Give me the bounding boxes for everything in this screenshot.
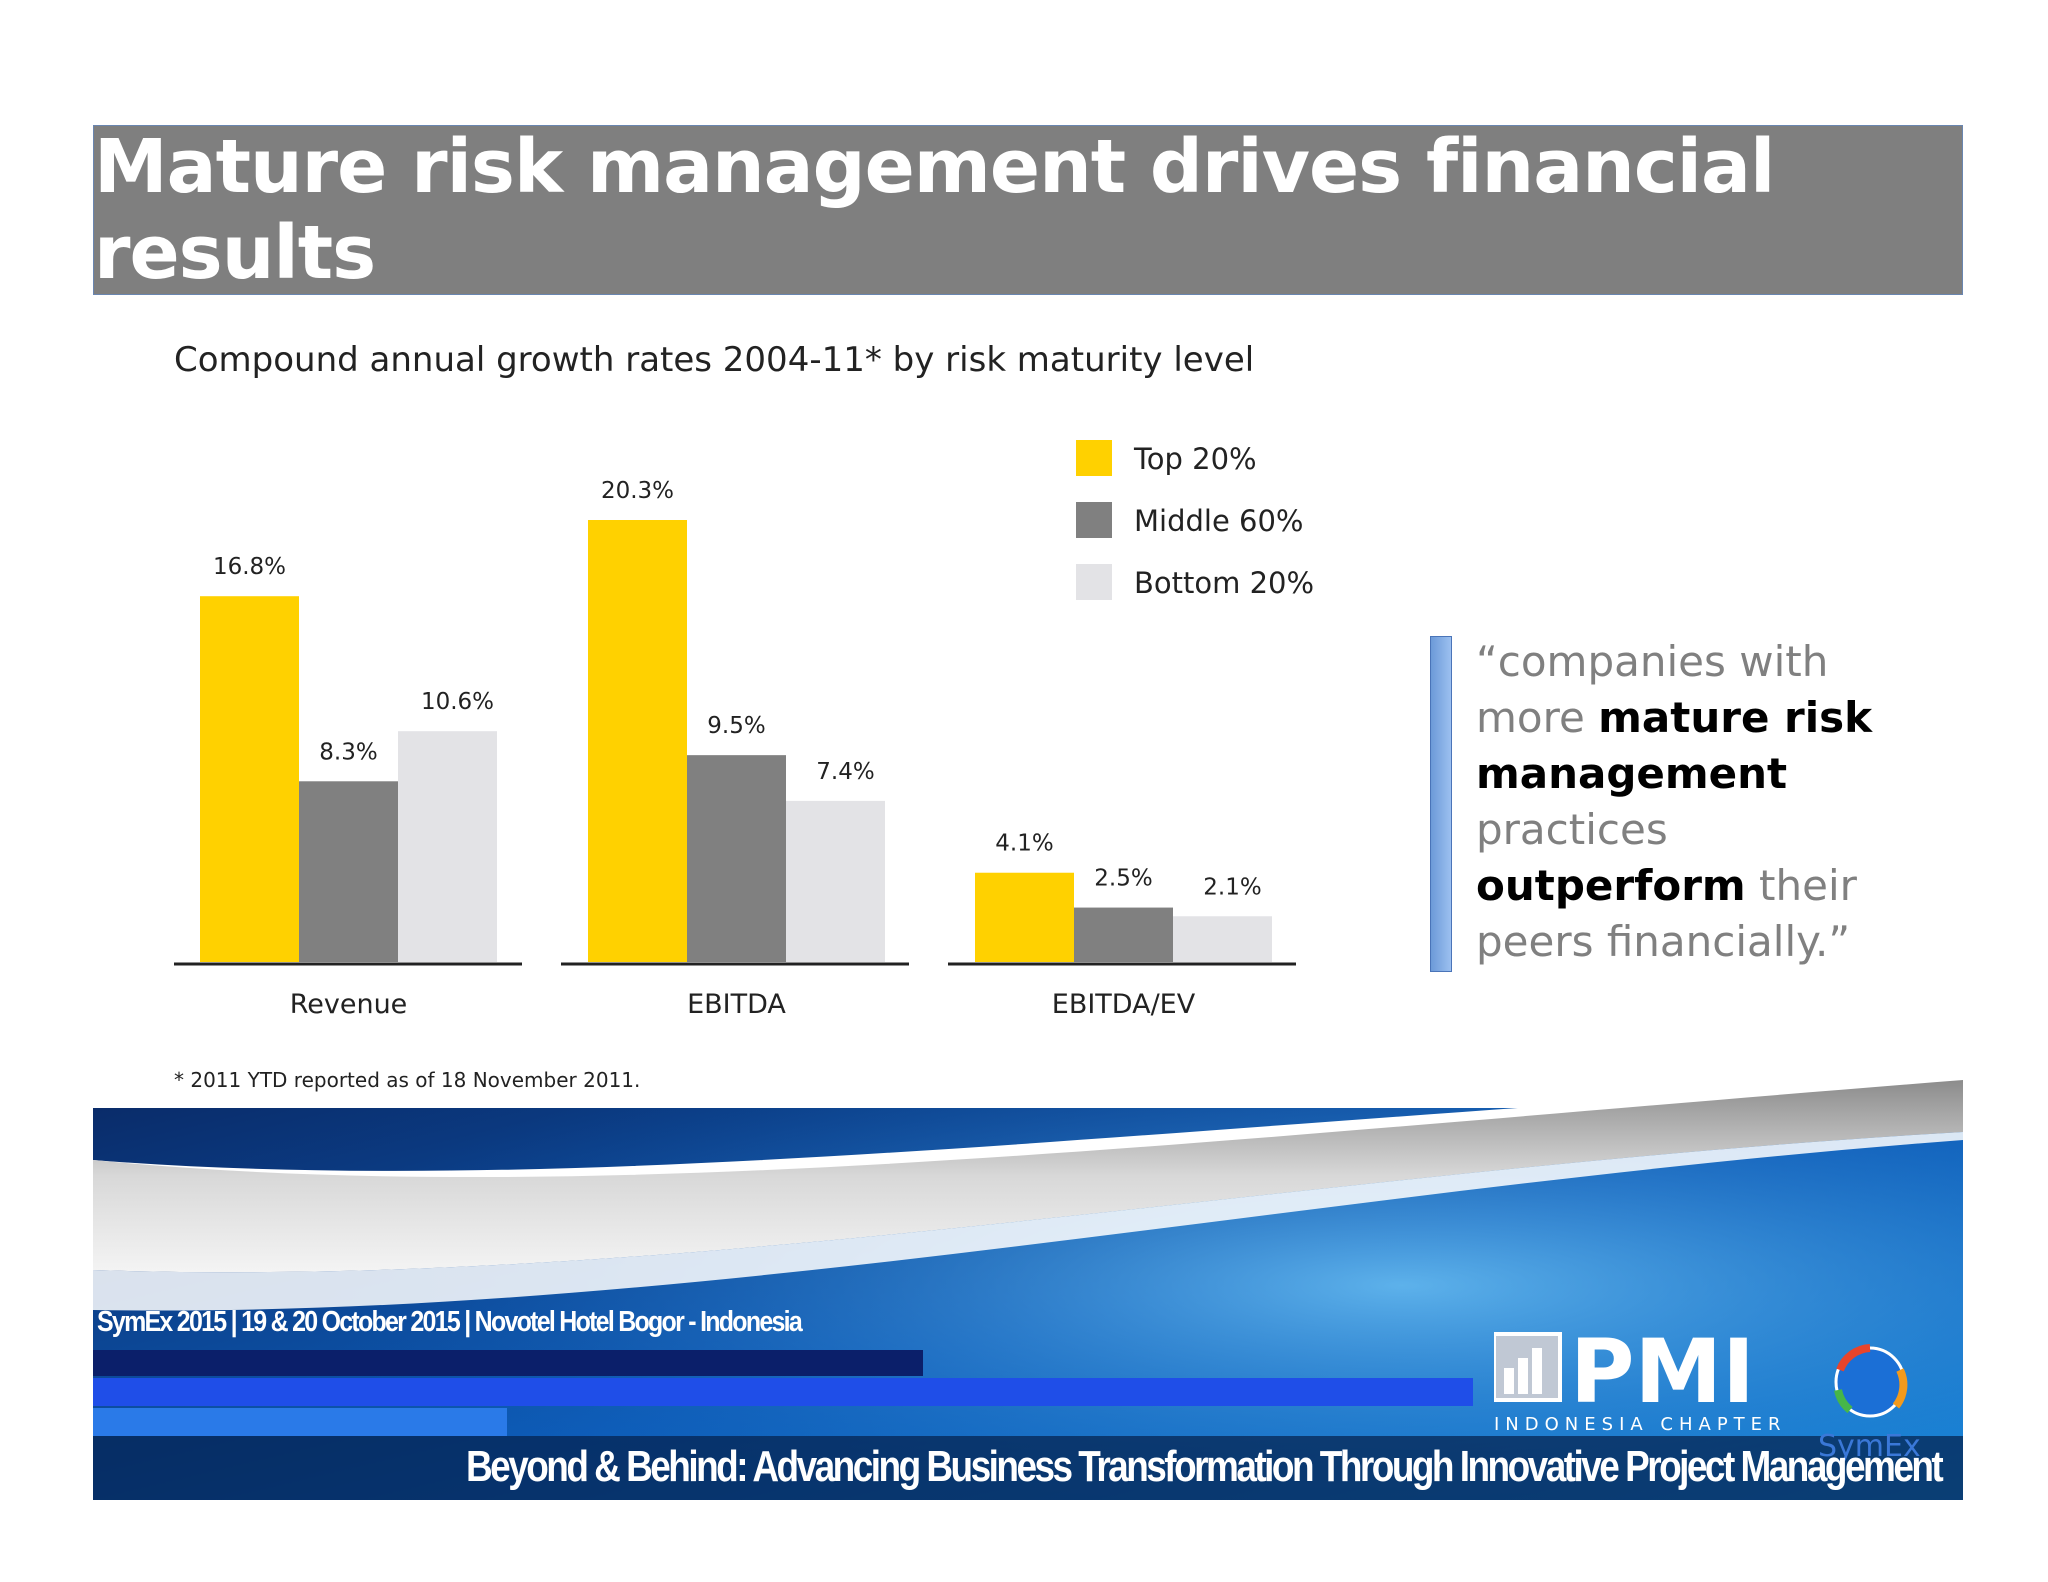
pmi-logo: PMI <box>1494 1328 1755 1408</box>
legend-swatch <box>1076 440 1112 476</box>
quote-part-1: “companies with more <box>1476 637 1829 742</box>
data-label: 4.1% <box>995 831 1053 857</box>
quote-bold-1: mature risk management <box>1476 693 1873 798</box>
category-label: EBITDA <box>687 989 786 1020</box>
symex-logo-text: SymEx <box>1818 1429 1921 1464</box>
legend-label: Middle 60% <box>1134 504 1303 538</box>
data-label: 9.5% <box>707 713 765 739</box>
quote-bold-2: outperform <box>1476 861 1746 910</box>
bar <box>1173 916 1272 962</box>
quote-part-2: practices <box>1476 805 1668 854</box>
data-label: 16.8% <box>213 554 286 580</box>
data-label: 20.3% <box>601 478 674 504</box>
chart-subtitle: Compound annual growth rates 2004-11* by… <box>174 340 1255 380</box>
quote-text: “companies with more mature risk managem… <box>1476 634 1916 970</box>
bar <box>1074 907 1173 962</box>
footer-bottom-strip <box>93 1436 1963 1500</box>
bar <box>687 755 786 962</box>
data-label: 10.6% <box>421 689 494 715</box>
bar <box>588 520 687 962</box>
legend-swatch <box>1076 502 1112 538</box>
data-label: 2.1% <box>1203 874 1261 900</box>
quote-accent-bar <box>1430 636 1452 972</box>
footer-blue-strip <box>93 1378 1473 1406</box>
bar-chart: Revenue 16.8% 8.3% 10.6% EBITDA 20.3% 9.5% 7.4%… <box>174 440 1314 1020</box>
data-label: 2.5% <box>1094 866 1152 892</box>
footer-tagline: Beyond & Behind: Advancing Business Tran… <box>466 1442 1944 1491</box>
footer-light-strip <box>93 1408 507 1436</box>
symex-logo: SymEx <box>1818 1344 1921 1464</box>
title-bar: Mature risk management drives financial … <box>93 124 1963 296</box>
event-info: SymEx 2015 | 19 & 20 October 2015 | Novo… <box>97 1306 803 1338</box>
bar <box>398 731 497 962</box>
legend-label: Top 20% <box>1133 442 1257 476</box>
quote-part-3: their peers financially.” <box>1476 861 1857 966</box>
category-label: EBITDA/EV <box>1052 989 1196 1020</box>
legend-swatch <box>1076 564 1112 600</box>
footer-banner <box>93 1060 1963 1500</box>
pmi-logo-text: PMI <box>1570 1328 1755 1408</box>
footer-navy-strip <box>93 1350 923 1376</box>
bar <box>975 872 1074 962</box>
bar <box>299 781 398 962</box>
slide-title: Mature risk management drives financial … <box>94 124 1775 296</box>
data-label: 8.3% <box>319 739 377 765</box>
chapter-label: INDONESIA CHAPTER <box>1494 1414 1787 1435</box>
bar <box>200 596 299 962</box>
chart-footnote: * 2011 YTD reported as of 18 November 20… <box>174 1068 641 1092</box>
bar <box>786 800 885 962</box>
data-label: 7.4% <box>816 759 874 785</box>
category-label: Revenue <box>290 989 408 1020</box>
legend-label: Bottom 20% <box>1134 566 1314 600</box>
